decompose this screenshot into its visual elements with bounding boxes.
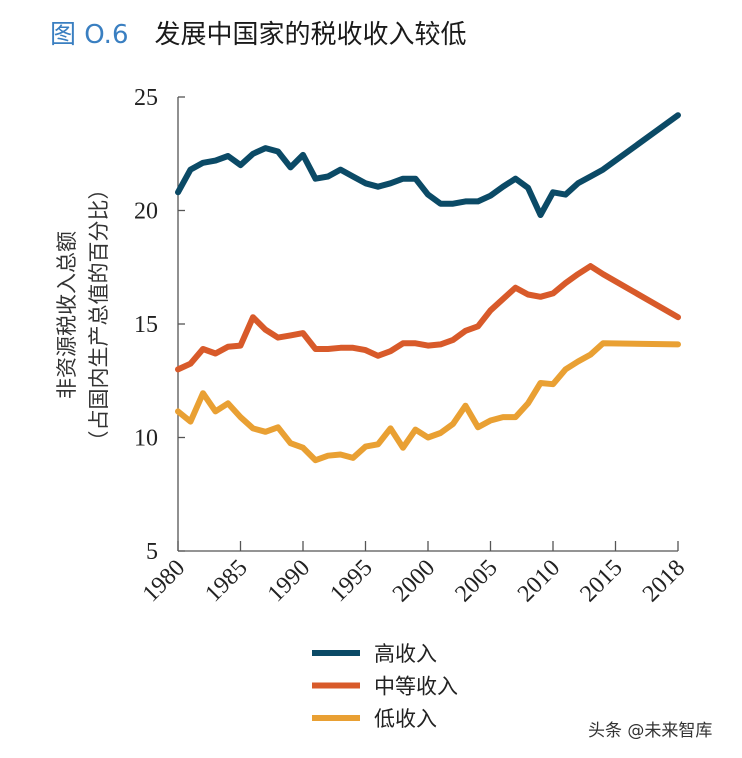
y-axis-label-line1: 非资源税收入总额 xyxy=(55,231,79,399)
figure-number: 图 O.6 xyxy=(50,20,129,50)
x-tick-label: 1995 xyxy=(325,555,377,607)
y-tick-label: 10 xyxy=(134,426,158,452)
series-line-2 xyxy=(175,340,681,464)
figure-title-text: 发展中国家的税收收入较低 xyxy=(154,20,467,50)
series-lines xyxy=(175,112,681,464)
x-tick-label: 2015 xyxy=(575,555,627,607)
series-line-0 xyxy=(175,112,681,218)
legend-label-2: 低收入 xyxy=(374,707,437,731)
figure-title: 图 O.6 发展中国家的税收收入较低 xyxy=(50,14,467,51)
x-tick-label: 2018 xyxy=(638,555,690,607)
x-tick-label: 2000 xyxy=(388,555,440,607)
series-line-1 xyxy=(175,263,681,373)
x-tick-label: 1985 xyxy=(200,555,252,607)
watermark: 头条 @未来智库 xyxy=(588,721,713,741)
y-tick-label: 15 xyxy=(134,312,158,338)
y-tick-label: 25 xyxy=(134,85,158,111)
legend-label-1: 中等收入 xyxy=(374,675,458,699)
x-tick-label: 2010 xyxy=(513,555,565,607)
y-axis-label-line2: （占国内生产总值的百分比） xyxy=(87,179,111,452)
x-tick-label: 2005 xyxy=(450,555,502,607)
legend-label-0: 高收入 xyxy=(374,642,437,666)
x-tick-label: 1990 xyxy=(263,555,315,607)
y-tick-label: 20 xyxy=(134,199,158,225)
y-tick-label: 5 xyxy=(146,539,158,565)
